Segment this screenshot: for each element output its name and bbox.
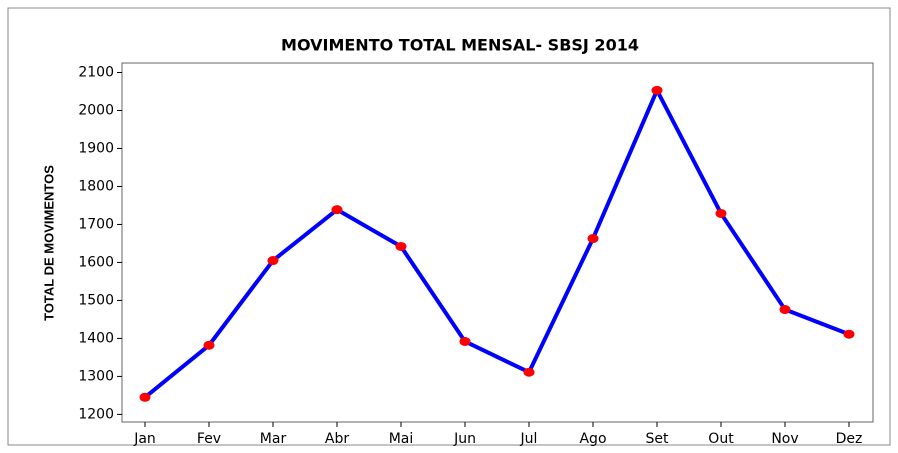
chart-title: MOVIMENTO TOTAL MENSAL- SBSJ 2014 [281, 36, 639, 55]
y-tick-label: 1400 [78, 330, 114, 346]
x-tick-label: Out [708, 431, 734, 447]
data-point [139, 392, 151, 402]
x-tick-label: Ago [579, 431, 606, 447]
y-tick-label: 1300 [78, 368, 114, 384]
x-tick-label: Fev [197, 431, 221, 447]
y-tick-label: 1900 [78, 140, 114, 156]
x-tick-label: Nov [771, 431, 798, 447]
data-point [779, 305, 791, 315]
y-tick-label: 1200 [78, 406, 114, 422]
x-tick-label: Jun [453, 431, 476, 447]
x-tick-label: Set [646, 431, 670, 447]
x-tick-label: Abr [325, 431, 349, 447]
line-series [143, 88, 850, 399]
data-point [843, 329, 855, 339]
y-tick-label: 1800 [78, 178, 114, 194]
data-point [651, 85, 663, 95]
y-tick-label: 1500 [78, 292, 114, 308]
data-point [395, 241, 407, 251]
y-axis-label: TOTAL DE MOVIMENTOS [41, 165, 56, 321]
data-point [203, 340, 215, 350]
x-tick-label: Jan [133, 431, 156, 447]
data-point [331, 205, 343, 215]
x-tick-label: Jul [520, 431, 538, 447]
data-point [523, 367, 535, 377]
data-point [715, 208, 727, 218]
plot-area [121, 62, 874, 423]
data-point [587, 234, 599, 244]
y-tick-label: 1600 [78, 254, 114, 270]
y-tick-label: 1700 [78, 216, 114, 232]
y-tick-label: 2000 [78, 102, 114, 118]
y-tick-label: 2100 [78, 64, 114, 80]
x-tick-label: Mai [389, 431, 414, 447]
x-tick-label: Mar [260, 431, 287, 447]
data-point [267, 256, 279, 266]
x-tick-label: Dez [836, 431, 863, 447]
data-point [459, 336, 471, 346]
